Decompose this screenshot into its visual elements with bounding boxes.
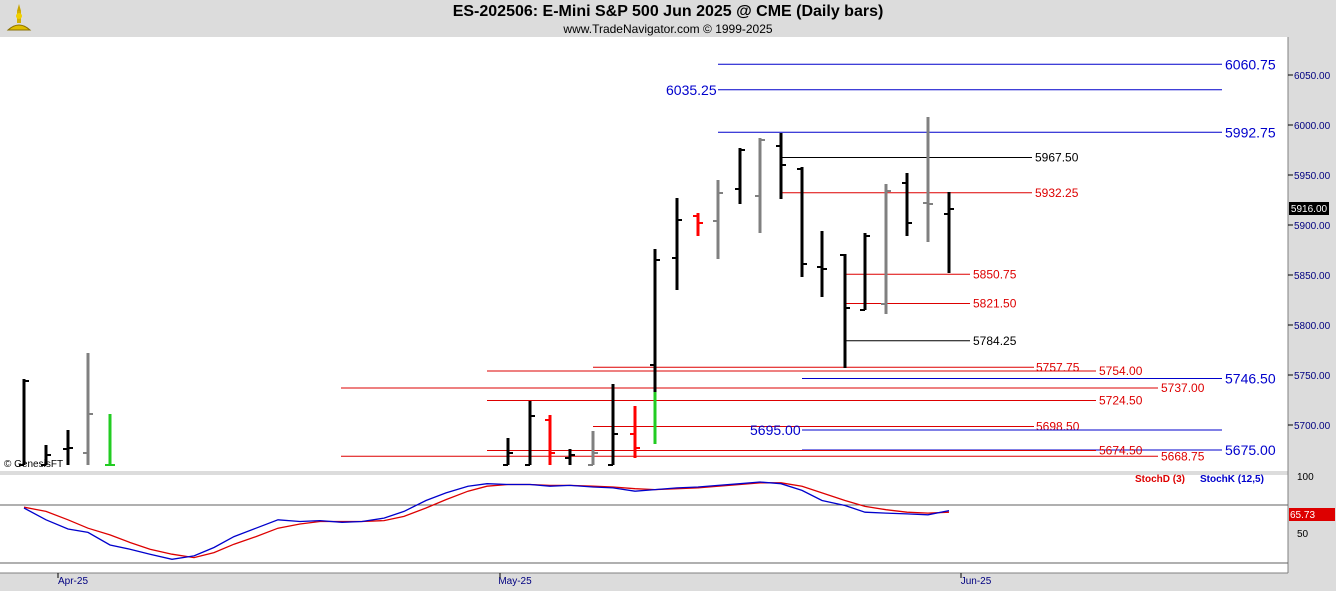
level-label: 5724.50 (1099, 394, 1143, 408)
panel-separator (0, 471, 1288, 475)
stoch-tick-100: 100 (1297, 472, 1314, 483)
price-levels: 6060.75 6035.25 5992.75 5967.50 5932.25 5850.… (341, 56, 1276, 463)
price-tick-label: 5700.00 (1294, 421, 1331, 432)
stochastic-panel (0, 475, 1288, 573)
watermark: © GenesisFT (4, 459, 63, 470)
x-label-apr: Apr-25 (58, 576, 88, 587)
price-tick-label: 6050.00 (1294, 71, 1331, 82)
level-label: 6060.75 (1225, 56, 1276, 72)
price-tick-label: 5950.00 (1294, 171, 1331, 182)
level-label: 5695.00 (750, 422, 801, 438)
price-tick-label: 5750.00 (1294, 371, 1331, 382)
x-label-jun: Jun-25 (961, 576, 992, 587)
current-price-badge (1289, 202, 1329, 215)
price-tick-label: 5850.00 (1294, 271, 1331, 282)
stoch-k-legend: StochK (12,5) (1200, 474, 1264, 485)
chart-header: ES-202506: E-Mini S&P 500 Jun 2025 @ CME… (0, 0, 1336, 37)
level-label: 5821.50 (973, 297, 1017, 311)
price-axis-panel (1288, 37, 1336, 573)
level-label: 5757.75 (1036, 360, 1080, 374)
stoch-d-legend: StochD (3) (1135, 474, 1185, 485)
level-label: 5850.75 (973, 267, 1017, 281)
level-label: 5992.75 (1225, 124, 1276, 140)
price-tick-label: 6000.00 (1294, 121, 1331, 132)
chart-title: ES-202506: E-Mini S&P 500 Jun 2025 @ CME… (452, 3, 884, 20)
chart-subtitle: www.TradeNavigator.com © 1999-2025 (563, 22, 773, 36)
stoch-value-label: 65.73 (1290, 510, 1315, 521)
level-label: 6035.25 (666, 82, 717, 98)
stoch-tick-50: 50 (1297, 529, 1309, 540)
stoch-value-badge (1289, 508, 1335, 521)
level-label: 5754.00 (1099, 364, 1143, 378)
level-label: 5967.50 (1035, 151, 1079, 165)
ohlc-bars (19, 117, 954, 466)
level-label: 5698.50 (1036, 420, 1080, 434)
level-label: 5737.00 (1161, 381, 1205, 395)
price-panel (0, 37, 1288, 471)
x-label-may: May-25 (498, 576, 532, 587)
price-tick-label: 5900.00 (1294, 221, 1331, 232)
level-label: 5668.75 (1161, 449, 1205, 463)
current-price-label: 5916.00 (1291, 204, 1328, 215)
level-label: 5674.50 (1099, 444, 1143, 458)
stochastic-lines (23, 481, 950, 560)
level-label: 5784.25 (973, 334, 1017, 348)
level-label: 5675.00 (1225, 442, 1276, 458)
stoch-k-line (23, 481, 950, 560)
trading-logo-icon (6, 4, 32, 31)
level-label: 5746.50 (1225, 371, 1276, 387)
price-tick-label: 5800.00 (1294, 321, 1331, 332)
price-axis: 6050.00 6000.00 5950.00 5900.00 5850.00 5800.… (1288, 71, 1331, 432)
level-label: 5932.25 (1035, 186, 1079, 200)
stoch-d-line (23, 482, 950, 559)
